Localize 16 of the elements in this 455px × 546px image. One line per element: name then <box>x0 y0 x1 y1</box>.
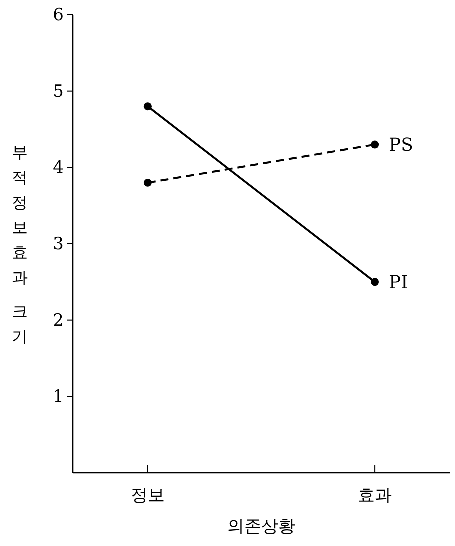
y-tick-label: 6 <box>53 5 64 26</box>
y-tick-label: 2 <box>53 310 64 331</box>
x-axis-title: 의존상황 <box>228 517 296 537</box>
x-tick-label: 효과 <box>358 486 392 506</box>
point <box>371 140 380 149</box>
point <box>144 102 152 111</box>
series-label: PS <box>389 135 414 156</box>
y-tick-label: 1 <box>53 387 64 408</box>
point <box>144 178 152 187</box>
y-tick-label: 4 <box>53 158 64 178</box>
x-tick-label: 정보 <box>130 486 165 506</box>
point <box>371 278 380 286</box>
y-axis-title: 부적정보효과 크기 <box>12 143 28 346</box>
y-tick-label: 3 <box>53 234 64 254</box>
y-tick-label: 5 <box>53 82 64 102</box>
series-label: PI <box>389 272 408 294</box>
